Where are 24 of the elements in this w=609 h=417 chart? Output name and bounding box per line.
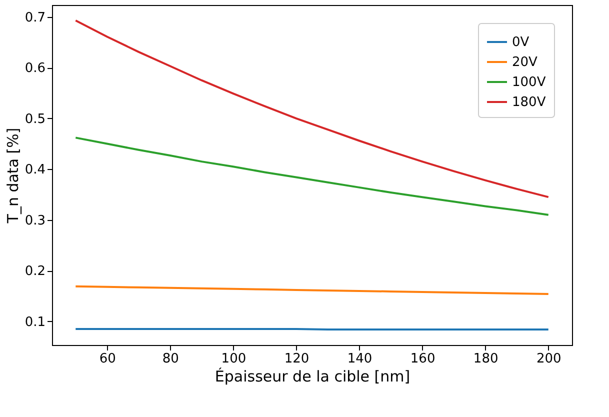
legend-label: 180V [512, 95, 546, 110]
line-series [74, 136, 550, 216]
y-axis-title: T_n data [%] [4, 128, 22, 224]
legend-label: 0V [512, 35, 530, 50]
x-tick-label: 100 [221, 352, 246, 366]
line-series [74, 19, 550, 198]
x-tick-label: 160 [410, 352, 436, 366]
x-tick-label: 180 [473, 352, 498, 366]
y-tick-label: 0.6 [24, 61, 46, 76]
x-tick-label: 140 [347, 352, 372, 366]
x-axis-title: Épaisseur de la cible [nm] [214, 368, 410, 386]
x-tick-label: 200 [536, 352, 562, 366]
x-tick-label: 120 [284, 352, 310, 366]
y-tick-label: 0.3 [24, 213, 46, 228]
y-tick-label: 0.1 [24, 314, 46, 330]
y-tick-label: 0.2 [24, 264, 46, 280]
legend-label: 100V [512, 75, 546, 90]
line-series [74, 285, 550, 295]
y-tick-label: 0.7 [24, 10, 46, 26]
y-tick-label: 0.5 [24, 112, 46, 127]
legend-label: 20V [512, 55, 538, 70]
x-tick-label: 60 [99, 352, 116, 366]
x-tick-label: 80 [162, 352, 179, 366]
y-tick-label: 0.4 [24, 162, 46, 178]
